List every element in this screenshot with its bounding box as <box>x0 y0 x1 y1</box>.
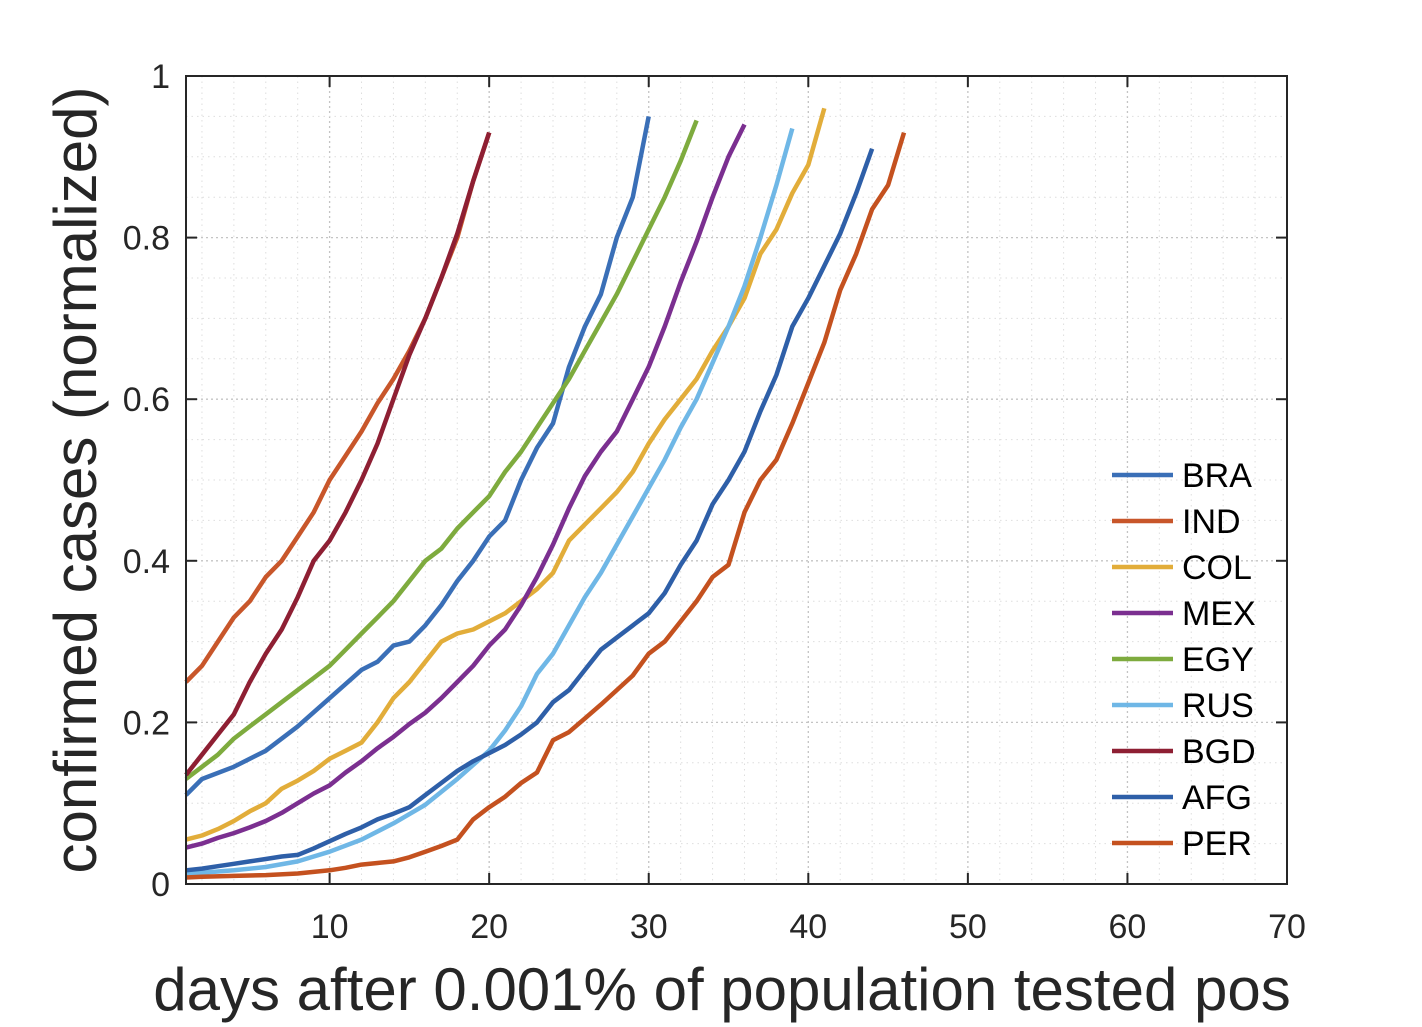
series-line-col <box>185 107 827 842</box>
series-line-mex <box>185 123 747 850</box>
y-axis-title: confirmed cases (normalized) <box>42 87 109 874</box>
series-lines <box>184 107 907 880</box>
series-line-egy <box>184 119 699 781</box>
y-tick-label: 0.6 <box>123 381 170 419</box>
legend-label-ind: IND <box>1182 503 1241 541</box>
legend-label-mex: MEX <box>1182 595 1256 633</box>
legend-label-afg: AFG <box>1182 779 1252 817</box>
y-tick-label: 0 <box>151 866 170 904</box>
legend-label-egy: EGY <box>1182 641 1254 679</box>
x-tick-label: 20 <box>470 908 508 946</box>
legend-label-per: PER <box>1182 825 1252 863</box>
x-tick-label: 70 <box>1268 908 1306 946</box>
x-tick-label: 10 <box>311 908 349 946</box>
tick-labels: 10 20 30 40 50 60 70 0 0.2 0.4 0.6 0.8 1 <box>123 58 1306 946</box>
legend-label-rus: RUS <box>1182 687 1254 725</box>
plot-frame <box>185 75 1288 885</box>
x-tick-label: 60 <box>1109 908 1147 946</box>
x-tick-label: 30 <box>630 908 668 946</box>
y-tick-label: 0.2 <box>123 704 170 742</box>
series-line-bgd <box>184 131 492 777</box>
legend-label-bra: BRA <box>1182 457 1252 495</box>
x-axis-title: days after 0.001% of population tested p… <box>153 956 1290 1023</box>
x-tick-label: 40 <box>789 908 827 946</box>
y-tick-label: 0.8 <box>123 220 170 258</box>
series-line-per <box>185 131 907 880</box>
y-tick-label: 0.4 <box>123 543 170 581</box>
series-line-afg <box>185 147 875 873</box>
legend-label-col: COL <box>1182 549 1252 587</box>
y-tick-label: 1 <box>151 58 170 96</box>
series-line-rus <box>185 127 795 877</box>
legend-label-bgd: BGD <box>1182 733 1256 771</box>
legend: BRA IND COL MEX EGY RUS BGD AFG PER <box>1112 457 1256 863</box>
series-line-bra <box>184 115 651 797</box>
grid-lines <box>186 76 1287 884</box>
x-tick-label: 50 <box>949 908 987 946</box>
